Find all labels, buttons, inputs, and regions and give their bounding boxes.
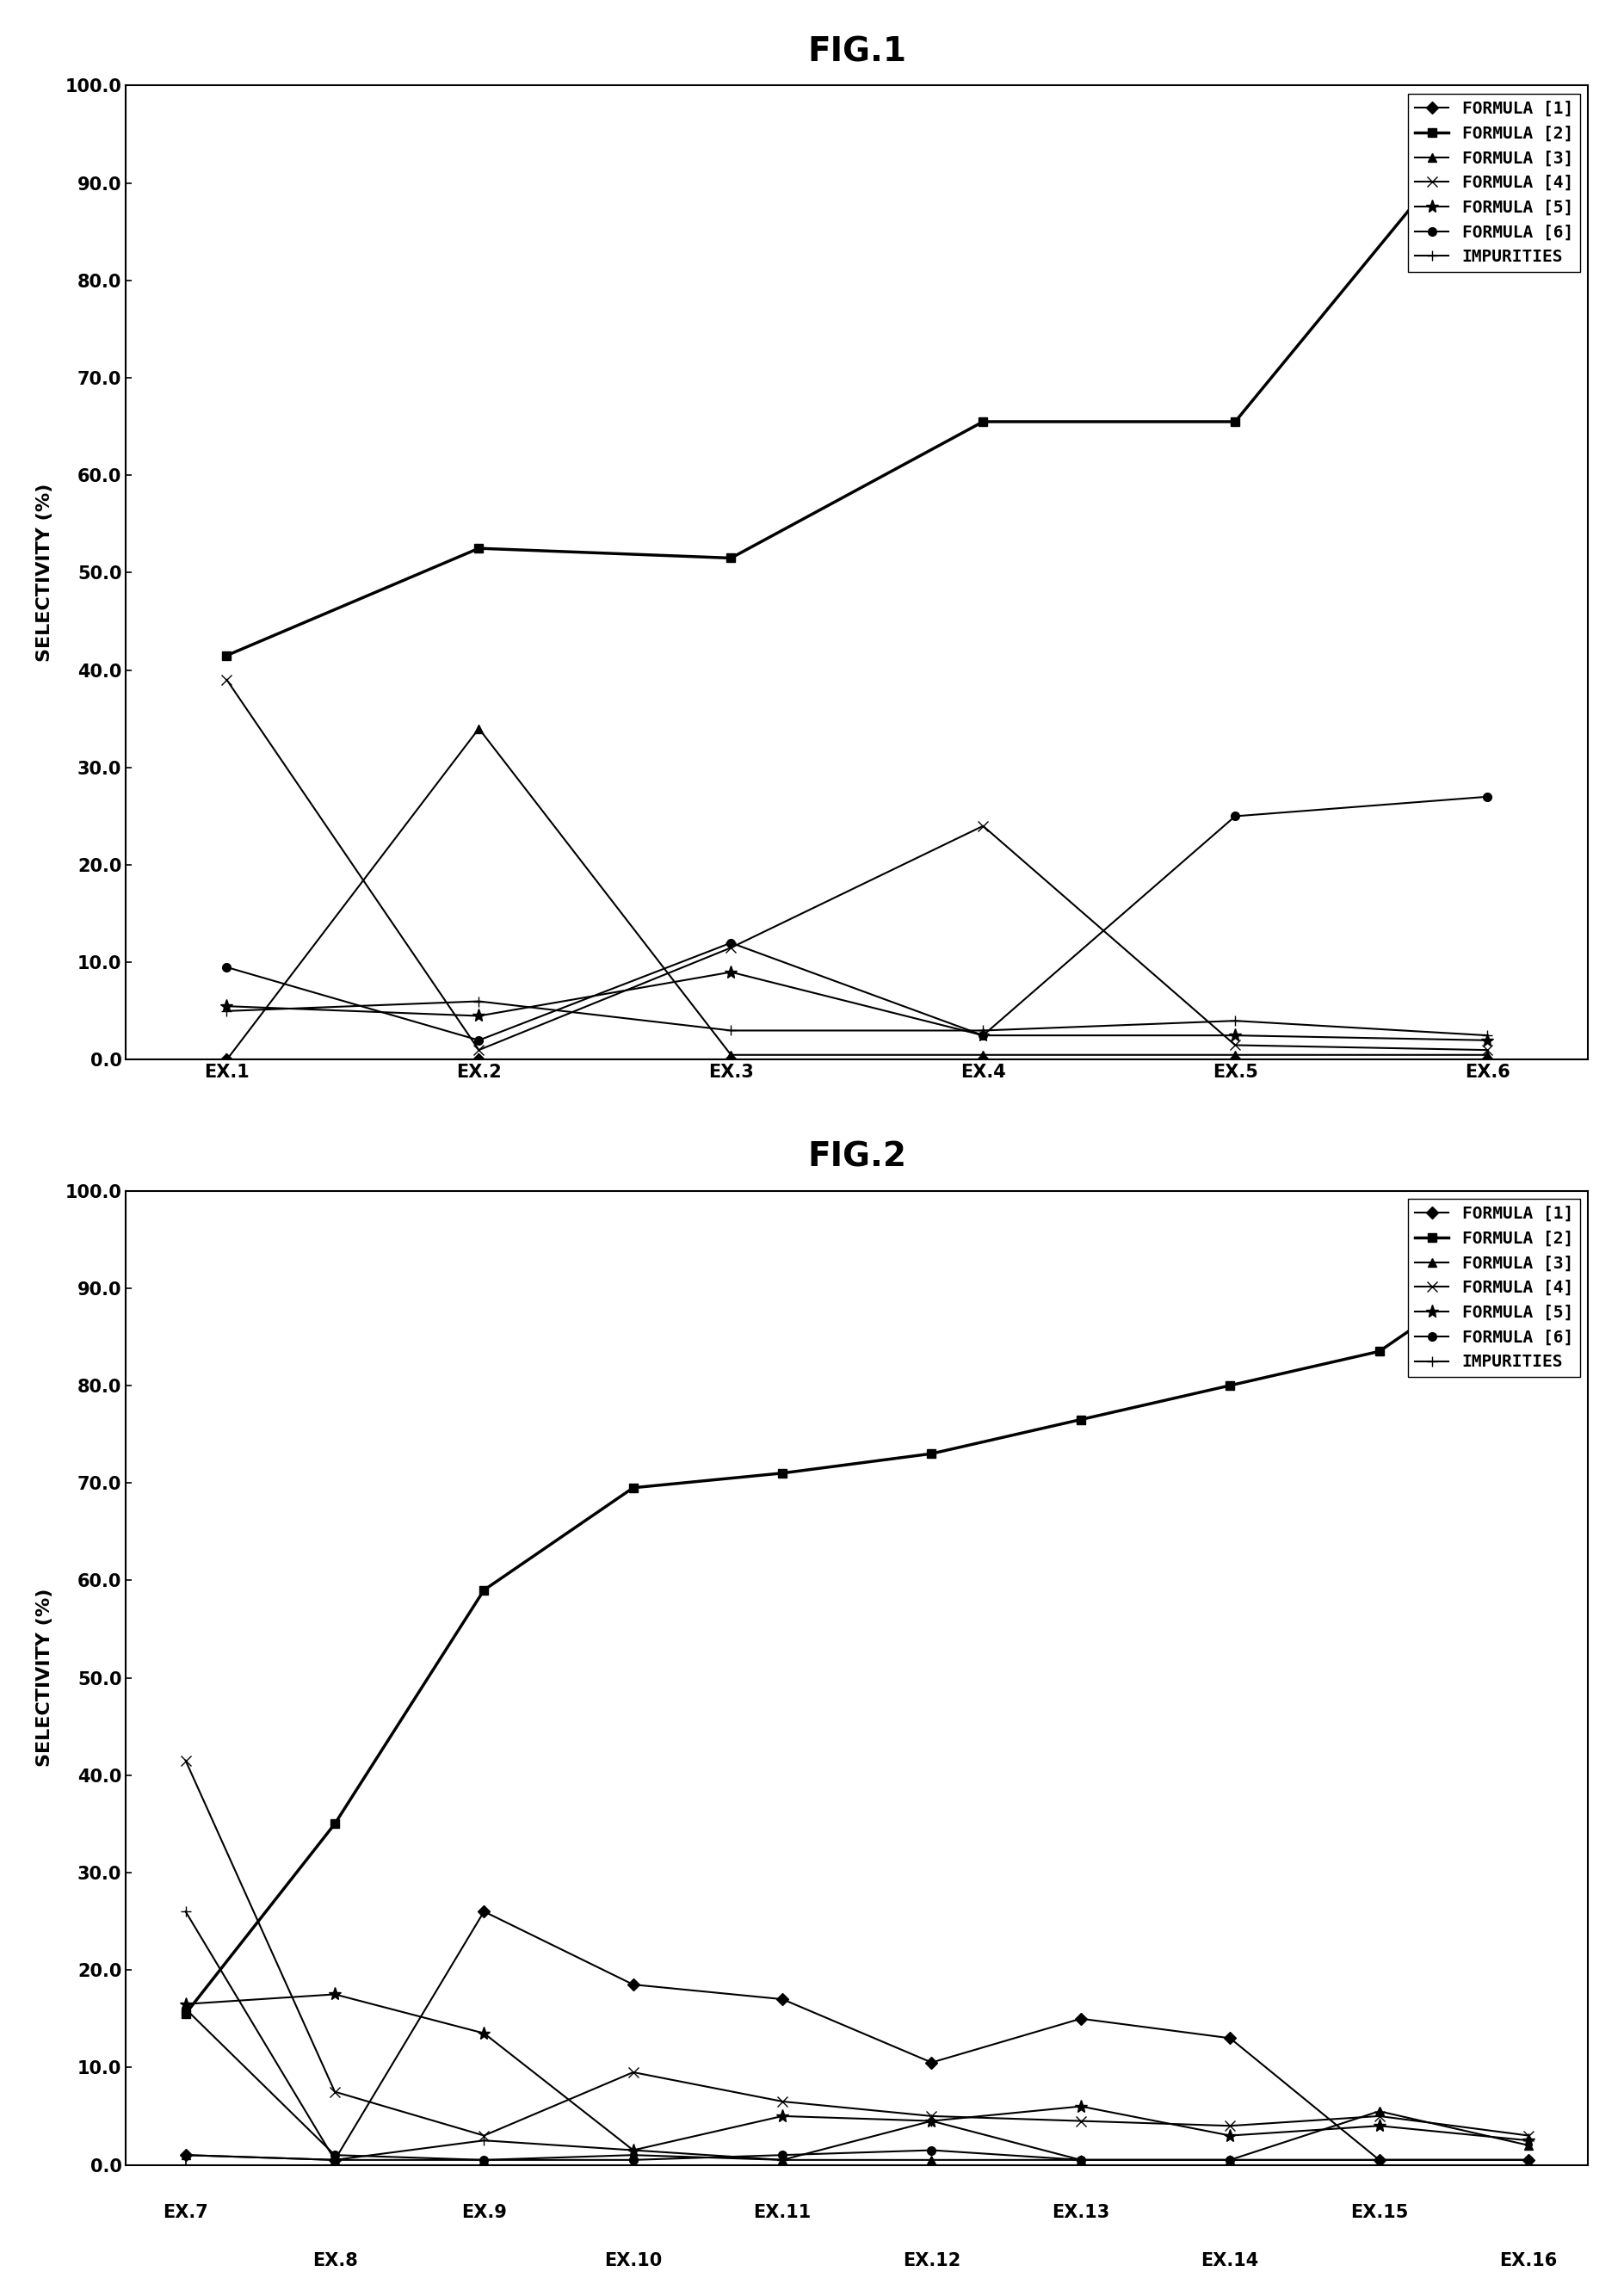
Text: EX.12: EX.12 xyxy=(903,2253,960,2269)
Text: EX.10: EX.10 xyxy=(604,2253,663,2269)
Legend: FORMULA [1], FORMULA [2], FORMULA [3], FORMULA [4], FORMULA [5], FORMULA [6], IM: FORMULA [1], FORMULA [2], FORMULA [3], F… xyxy=(1408,1200,1580,1376)
Y-axis label: SELECTIVITY (%): SELECTIVITY (%) xyxy=(36,483,54,662)
Text: EX.13: EX.13 xyxy=(1052,2203,1109,2221)
Text: EX.14: EX.14 xyxy=(1202,2253,1259,2269)
Text: EX.9: EX.9 xyxy=(461,2203,507,2221)
Title: FIG.2: FIG.2 xyxy=(807,1140,906,1172)
Legend: FORMULA [1], FORMULA [2], FORMULA [3], FORMULA [4], FORMULA [5], FORMULA [6], IM: FORMULA [1], FORMULA [2], FORMULA [3], F… xyxy=(1408,94,1580,273)
Text: EX.7: EX.7 xyxy=(162,2203,208,2221)
Text: EX.8: EX.8 xyxy=(312,2253,357,2269)
Y-axis label: SELECTIVITY (%): SELECTIVITY (%) xyxy=(36,1589,54,1768)
Title: FIG.1: FIG.1 xyxy=(807,37,906,69)
Text: EX.11: EX.11 xyxy=(754,2203,812,2221)
Text: EX.15: EX.15 xyxy=(1350,2203,1408,2221)
Text: EX.16: EX.16 xyxy=(1499,2253,1557,2269)
